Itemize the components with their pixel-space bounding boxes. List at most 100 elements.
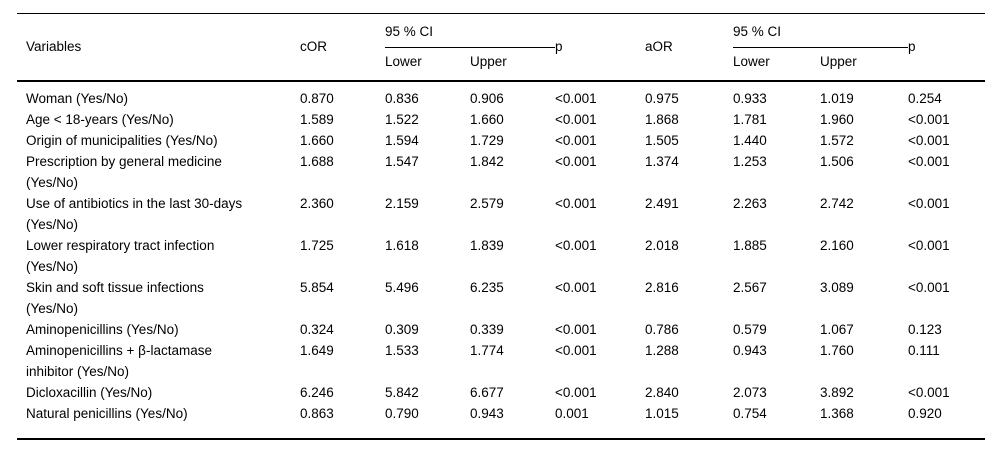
table-row: Use of antibiotics in the last 30-days (… (17, 193, 985, 235)
ci2_lower-cell: 0.754 (733, 405, 767, 421)
cor-cell: 5.854 (300, 279, 334, 295)
ci2_upper-cell: 1.019 (820, 79, 908, 109)
ci2_upper-cell: 1.368 (820, 405, 854, 421)
ci1_upper-cell: 0.943 (470, 405, 504, 421)
variable-cell: Use of antibiotics in the last 30-days (… (26, 195, 243, 232)
table-header-row-1: Variables cOR 95 % CI p aOR 95 % CI p (17, 13, 985, 54)
table-row: Aminopenicillins + β-lactamase inhibitor… (17, 340, 985, 382)
ci1_lower-cell: 1.618 (385, 237, 419, 253)
cor-cell: 6.246 (300, 384, 334, 400)
ci2_lower-cell: 0.579 (733, 321, 767, 337)
cor-cell: 0.863 (300, 405, 334, 421)
aor-cell: 0.975 (645, 79, 733, 109)
p1-cell: <0.001 (555, 237, 597, 253)
ci1_lower-cell: 1.522 (385, 111, 419, 127)
col-header-upper-crude: Upper (470, 54, 507, 69)
ci2_lower-cell: 0.943 (733, 342, 767, 358)
ci1_lower-cell: 0.309 (385, 321, 419, 337)
aor-cell: 2.018 (645, 237, 679, 253)
cor-cell: 0.324 (300, 321, 334, 337)
p1-cell: <0.001 (555, 132, 597, 148)
table-header: Variables cOR 95 % CI p aOR 95 % CI p Lo… (17, 13, 985, 81)
col-header-upper-adjusted: Upper (820, 54, 857, 69)
ci1_upper-cell: 1.839 (470, 237, 504, 253)
ci2_upper-cell: 1.067 (820, 321, 854, 337)
variable-cell: Woman (Yes/No) (17, 79, 300, 109)
cor-cell: 0.870 (300, 79, 385, 109)
table-row: Aminopenicillins (Yes/No) 0.324 0.309 0.339… (17, 319, 985, 340)
p2-cell: 0.920 (908, 405, 942, 421)
ci2_upper-cell: 1.960 (820, 111, 854, 127)
table-row: Origin of municipalities (Yes/No) 1.660 1.… (17, 130, 985, 151)
col-header-lower-crude: Lower (385, 54, 422, 69)
ci2_upper-cell: 3.892 (820, 384, 854, 400)
ci1_upper-cell: 2.579 (470, 195, 504, 211)
ci2_upper-cell: 3.089 (820, 279, 854, 295)
ci1_upper-cell: 6.235 (470, 279, 504, 295)
ci2_upper-cell: 2.742 (820, 195, 854, 211)
p1-cell: <0.001 (555, 79, 645, 109)
table-row: Natural penicillins (Yes/No) 0.863 0.790 0.… (17, 403, 985, 439)
variable-cell: Skin and soft tissue infections (Yes/No) (26, 279, 204, 316)
p1-cell: <0.001 (555, 384, 597, 400)
col-header-ci-crude: 95 % CI (385, 13, 555, 48)
ci1_lower-cell: 0.790 (385, 405, 419, 421)
col-header-cor: cOR (300, 39, 327, 55)
p2-cell: <0.001 (908, 195, 950, 211)
p2-cell: 0.123 (908, 321, 942, 337)
aor-cell: 1.015 (645, 405, 679, 421)
aor-cell: 2.840 (645, 384, 679, 400)
ci2_upper-cell: 2.160 (820, 237, 854, 253)
table-row: Prescription by general medicine (Yes/No… (17, 151, 985, 193)
variable-cell: Aminopenicillins (Yes/No) (26, 321, 179, 337)
p2-cell: 0.111 (908, 342, 940, 358)
ci2_lower-cell: 2.073 (733, 384, 767, 400)
variable-cell: Age < 18-years (Yes/No) (26, 111, 174, 127)
p2-cell: <0.001 (908, 132, 950, 148)
variable-cell: Prescription by general medicine (Yes/No… (26, 153, 222, 190)
ci1_upper-cell: 1.729 (470, 132, 504, 148)
cor-cell: 2.360 (300, 195, 334, 211)
ci2_upper-cell: 1.760 (820, 342, 854, 358)
ci2_lower-cell: 1.885 (733, 237, 767, 253)
ci2_lower-cell: 1.781 (733, 111, 767, 127)
ci1_upper-cell: 1.774 (470, 342, 504, 358)
table-row: Age < 18-years (Yes/No) 1.589 1.522 1.660 <0… (17, 109, 985, 130)
aor-cell: 1.288 (645, 342, 679, 358)
ci1_upper-cell: 6.677 (470, 384, 504, 400)
p2-cell: 0.254 (908, 79, 985, 109)
ci1_upper-cell: 1.660 (470, 111, 504, 127)
ci1_lower-cell: 1.533 (385, 342, 419, 358)
ci2_lower-cell: 2.263 (733, 195, 767, 211)
ci1_upper-cell: 0.339 (470, 321, 504, 337)
p1-cell: <0.001 (555, 195, 597, 211)
table-row: Woman (Yes/No) 0.870 0.836 0.906 <0.001 0.975… (17, 79, 985, 109)
col-header-aor: aOR (645, 39, 673, 55)
p1-cell: <0.001 (555, 342, 597, 358)
table-header-row-2: Lower Upper Lower Upper (17, 48, 985, 81)
odds-ratio-table: Variables cOR 95 % CI p aOR 95 % CI p Lo… (17, 13, 985, 440)
p1-cell: 0.001 (555, 405, 589, 421)
aor-cell: 1.868 (645, 111, 679, 127)
variable-cell: Aminopenicillins + β-lactamase inhibitor… (26, 342, 212, 379)
variable-cell: Natural penicillins (Yes/No) (26, 405, 188, 421)
col-header-p-crude: p (555, 39, 563, 55)
p2-cell: <0.001 (908, 384, 950, 400)
ci1_lower-cell: 5.842 (385, 384, 419, 400)
p1-cell: <0.001 (555, 153, 597, 169)
p2-cell: <0.001 (908, 237, 950, 253)
ci1_upper-cell: 0.906 (470, 79, 555, 109)
col-header-variables: Variables (26, 39, 82, 55)
ci1_lower-cell: 2.159 (385, 195, 419, 211)
p1-cell: <0.001 (555, 321, 597, 337)
ci2_lower-cell: 2.567 (733, 279, 767, 295)
ci1_lower-cell: 0.836 (385, 79, 470, 109)
table-row: Dicloxacillin (Yes/No) 6.246 5.842 6.677 <0.… (17, 382, 985, 403)
variable-cell: Dicloxacillin (Yes/No) (26, 384, 153, 400)
p2-cell: <0.001 (908, 279, 950, 295)
aor-cell: 1.374 (645, 153, 679, 169)
table-row: Lower respiratory tract infection (Yes/N… (17, 235, 985, 277)
ci2_upper-cell: 1.506 (820, 153, 854, 169)
cor-cell: 1.660 (300, 132, 334, 148)
